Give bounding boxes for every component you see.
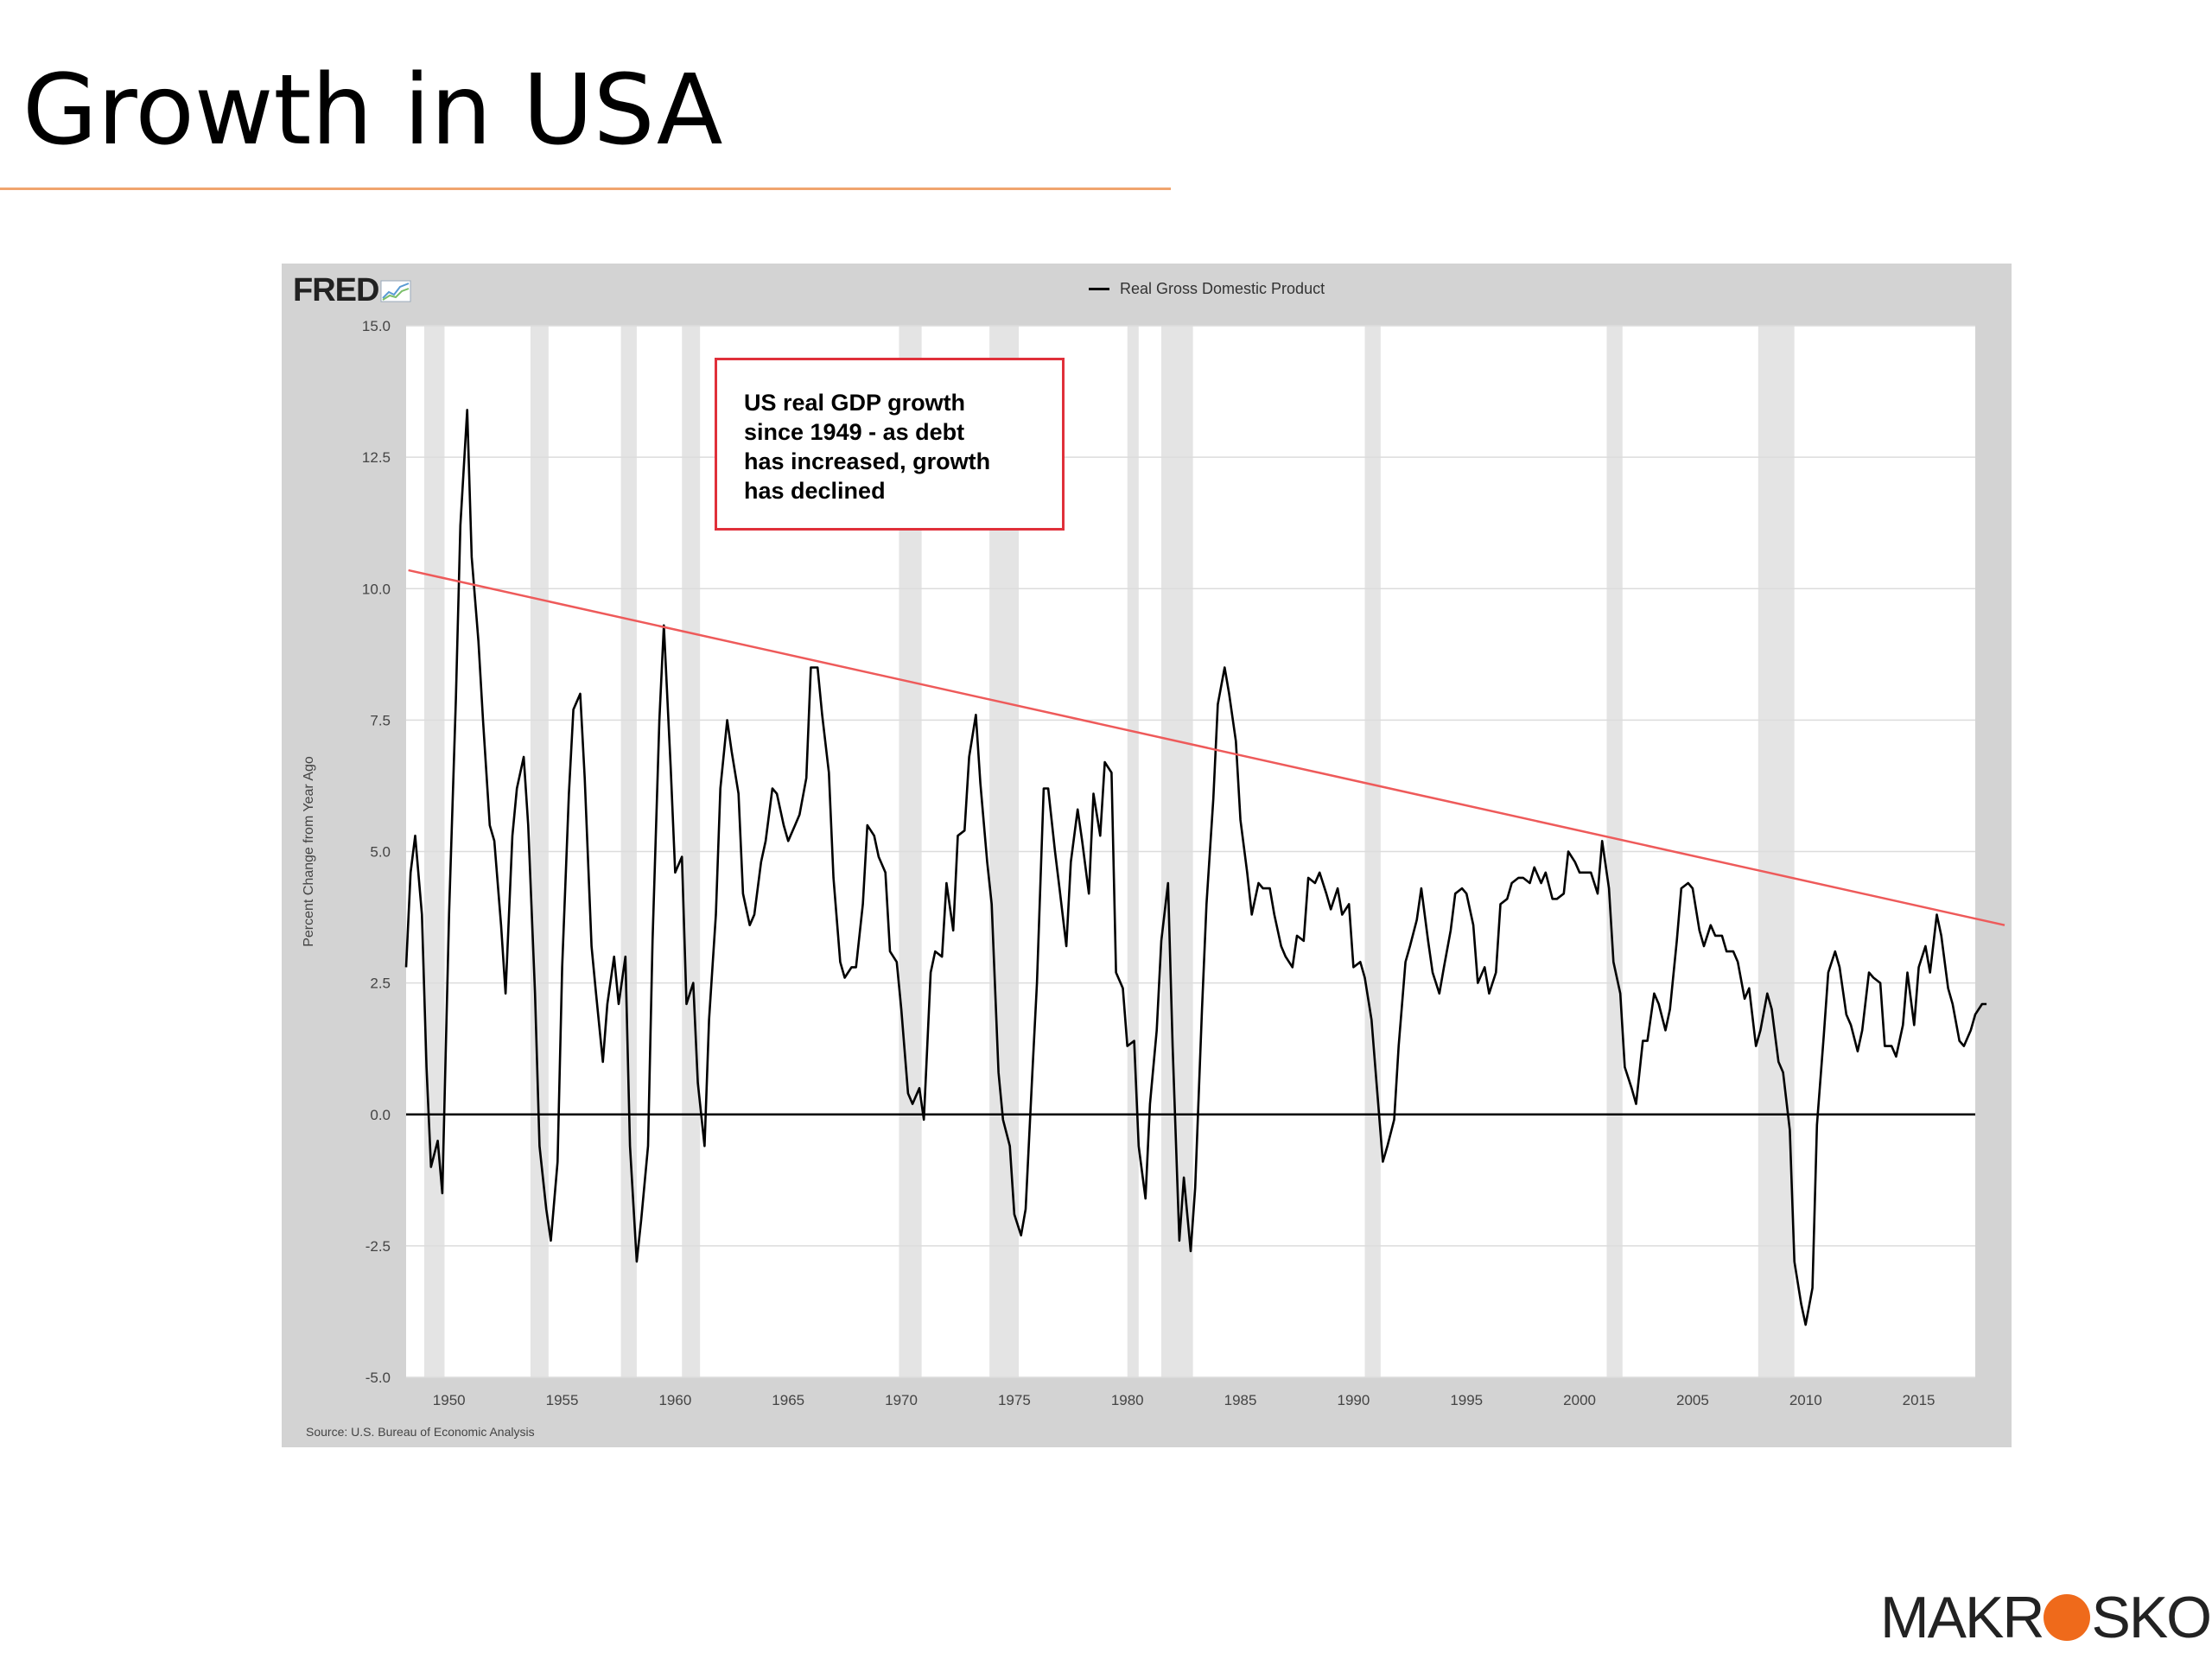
annotation-box: US real GDP growth since 1949 - as debt … <box>715 358 1065 531</box>
x-tick-label: 1990 <box>1337 1392 1370 1408</box>
trend-line <box>408 569 2005 926</box>
x-tick-label: 1975 <box>998 1392 1031 1408</box>
x-tick-label: 1985 <box>1224 1392 1257 1408</box>
fred-logo-text: FRED <box>293 272 379 308</box>
y-tick-label: 2.5 <box>370 976 391 992</box>
y-axis-label: Percent Change from Year Ago <box>302 756 316 947</box>
annotation-text: US real GDP growth since 1949 - as debt … <box>744 390 991 504</box>
y-tick-label: -2.5 <box>365 1238 391 1255</box>
y-tick-label: -5.0 <box>365 1370 391 1386</box>
x-tick-label: 2015 <box>1903 1392 1936 1408</box>
y-tick-label: 12.5 <box>362 449 391 466</box>
x-tick-label: 2010 <box>1789 1392 1822 1408</box>
brand-logo-dot <box>2044 1594 2091 1641</box>
brand-logo-right: SKOP <box>2091 1585 2212 1650</box>
title-underline <box>0 188 1171 190</box>
x-tick-label: 1950 <box>433 1392 466 1408</box>
x-tick-label: 2000 <box>1563 1392 1596 1408</box>
y-tick-label: 10.0 <box>362 581 391 597</box>
x-tick-label: 1965 <box>772 1392 804 1408</box>
makroskop-logo: MAKR SKOP <box>1880 1588 2212 1647</box>
y-tick-label: 15.0 <box>362 318 391 334</box>
chart-legend: Real Gross Domestic Product <box>1089 280 1325 298</box>
x-tick-label: 1980 <box>1111 1392 1144 1408</box>
fred-logo: FRED <box>293 272 411 309</box>
fred-chart-icon <box>380 280 411 302</box>
y-tick-label: 7.5 <box>370 712 391 728</box>
line-chart: 15.0 12.5 10.0 7.5 5.0 2.5 0.0 -2.5 -5.0 1950 1955… <box>302 318 2005 1408</box>
x-tick-label: 2005 <box>1676 1392 1709 1408</box>
chart-frame: 15.0 12.5 10.0 7.5 5.0 2.5 0.0 -2.5 -5.0 1950 1955… <box>282 264 2012 1447</box>
brand-logo-left: MAKR <box>1880 1585 2044 1650</box>
gdp-series-line <box>404 409 1987 1326</box>
legend-swatch <box>1089 288 1109 290</box>
x-tick-label: 1995 <box>1450 1392 1483 1408</box>
x-tick-label: 1960 <box>658 1392 691 1408</box>
y-tick-label: 5.0 <box>370 844 391 861</box>
legend-label: Real Gross Domestic Product <box>1120 280 1325 297</box>
source-note: Source: U.S. Bureau of Economic Analysis <box>306 1425 535 1439</box>
x-tick-label: 1955 <box>546 1392 579 1408</box>
y-tick-label: 0.0 <box>370 1107 391 1123</box>
slide-title: Growth in USA <box>22 54 723 167</box>
x-tick-label: 1970 <box>885 1392 918 1408</box>
